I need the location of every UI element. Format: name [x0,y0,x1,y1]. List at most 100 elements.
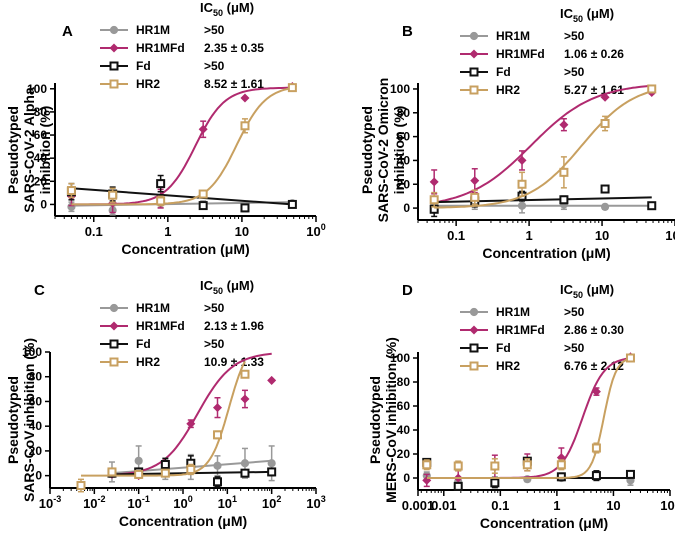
x-tick-label: 102 [262,494,281,511]
data-point [591,471,601,481]
legend-series-name: HR1M [136,301,170,315]
legend-marker [469,361,479,371]
y-axis-label: SARS-CoV inhibition (%) [21,338,37,502]
legend-ic50-value: 6.76 ± 2.12 [564,359,624,373]
data-point [591,387,601,397]
x-tick-label: 1 [553,498,560,513]
data-point [517,201,527,210]
data-point [156,179,166,189]
x-tick-label: 10 [235,224,249,239]
y-tick-label: 100 [390,82,410,96]
data-point [240,468,250,478]
data-point [422,475,432,485]
y-tick-label: 20 [397,177,411,191]
x-tick-label: 100 [173,494,192,511]
x-tick-label: 0.1 [447,228,465,243]
x-tick-label: 10 [606,498,620,513]
series-hr2 [66,83,297,207]
y-tick-label: 0 [403,471,410,485]
x-tick-label: 10-2 [83,494,105,511]
data-point [429,195,439,205]
data-point [134,469,144,479]
data-point [198,124,208,134]
data-point [600,184,610,194]
y-tick-label: 100 [390,351,410,365]
data-point [559,167,569,177]
legend-marker [109,25,119,35]
panel-d: D IC50 (μM) HR1M >50 HR1MFd 2.86 ± 0.30 Fd >50 H… [367,282,675,531]
data-point [556,472,566,482]
data-point [522,460,532,470]
legend-ic50-value: >50 [564,305,585,319]
data-point [470,176,480,186]
data-point [625,469,635,479]
y-axis-label: Pseudotyped [367,376,383,464]
legend-series-name: Fd [136,59,151,73]
data-point [240,93,250,103]
y-axis-label: SARS-CoV-2 Alpha [21,87,37,213]
legend-marker [469,31,479,41]
x-axis-label: Concentration (μM) [482,245,610,261]
y-tick-label: 20 [29,444,43,458]
y-tick-label: 80 [29,370,43,384]
data-point [134,456,143,465]
legend-marker [469,325,479,335]
y-tick-label: 60 [397,399,411,413]
data-point [240,459,250,468]
panel-letter: C [34,282,45,299]
data-point [240,121,250,131]
legend-marker [109,61,119,71]
legend: IC50 (μM) HR1M >50 HR1MFd 1.06 ± 0.26 Fd >50 HR… [460,6,624,97]
legend-ic50-value: >50 [204,59,225,73]
legend-series-name: HR1M [496,29,530,43]
panel-b: B IC50 (μM) HR1M >50 HR1MFd 1.06 ± 0.26 Fd >50 H… [359,6,675,261]
data-point [559,120,569,130]
fit-curve [434,84,652,204]
legend-series-name: HR1M [136,23,170,37]
legend-ic50-value: 1.06 ± 0.26 [564,47,624,61]
data-point [647,201,657,211]
data-point [186,464,196,474]
x-tick-label: 10-3 [39,494,61,511]
x-tick-label: 10-1 [127,494,149,511]
x-tick-label: 0.1 [85,224,103,239]
legend-ic50-value: 5.27 ± 1.61 [564,83,624,97]
x-tick-label: 100 [660,496,675,513]
y-tick-label: 60 [34,128,48,142]
y-tick-label: 40 [34,151,48,165]
data-point [591,443,601,453]
data-point [287,199,297,209]
y-tick-label: 0 [35,469,42,483]
legend-series-name: HR1MFd [136,41,185,55]
legend-header: IC50 (μM) [200,278,254,296]
data-point [267,459,276,468]
legend-ic50-value: 2.13 ± 1.96 [204,319,264,333]
legend-series-name: HR2 [496,359,520,373]
data-point [559,195,569,205]
y-axis-label: Pseudotyped [5,106,21,194]
y-tick-label: 100 [22,345,42,359]
legend-ic50-value: >50 [204,337,225,351]
legend-ic50-value: 8.52 ± 1.61 [204,77,264,91]
legend-series-name: HR2 [496,83,520,97]
y-tick-label: 0 [403,201,410,215]
data-point [267,375,277,385]
data-point [600,202,610,211]
legend-marker [109,303,119,313]
data-point [517,155,527,165]
y-tick-label: 40 [29,419,43,433]
legend-series-name: Fd [496,341,511,355]
panel-a: A IC50 (μM) HR1M >50 HR1MFd 2.35 ± 0.35 Fd >50 H… [5,0,326,257]
legend-ic50-value: >50 [564,29,585,43]
y-tick-label: 80 [34,105,48,119]
x-tick-label: 0.001 [402,498,435,513]
y-tick-label: 0 [40,197,47,211]
data-point [470,192,480,202]
y-axis-label: SARS-CoV-2 Omicron [375,78,391,223]
legend: IC50 (μM) HR1M >50 HR1MFd 2.86 ± 0.30 Fd >50 HR… [460,282,624,373]
x-tick-label: 0.01 [431,498,456,513]
y-tick-label: 60 [397,130,411,144]
legend-ic50-value: >50 [564,65,585,79]
data-point [453,461,463,471]
